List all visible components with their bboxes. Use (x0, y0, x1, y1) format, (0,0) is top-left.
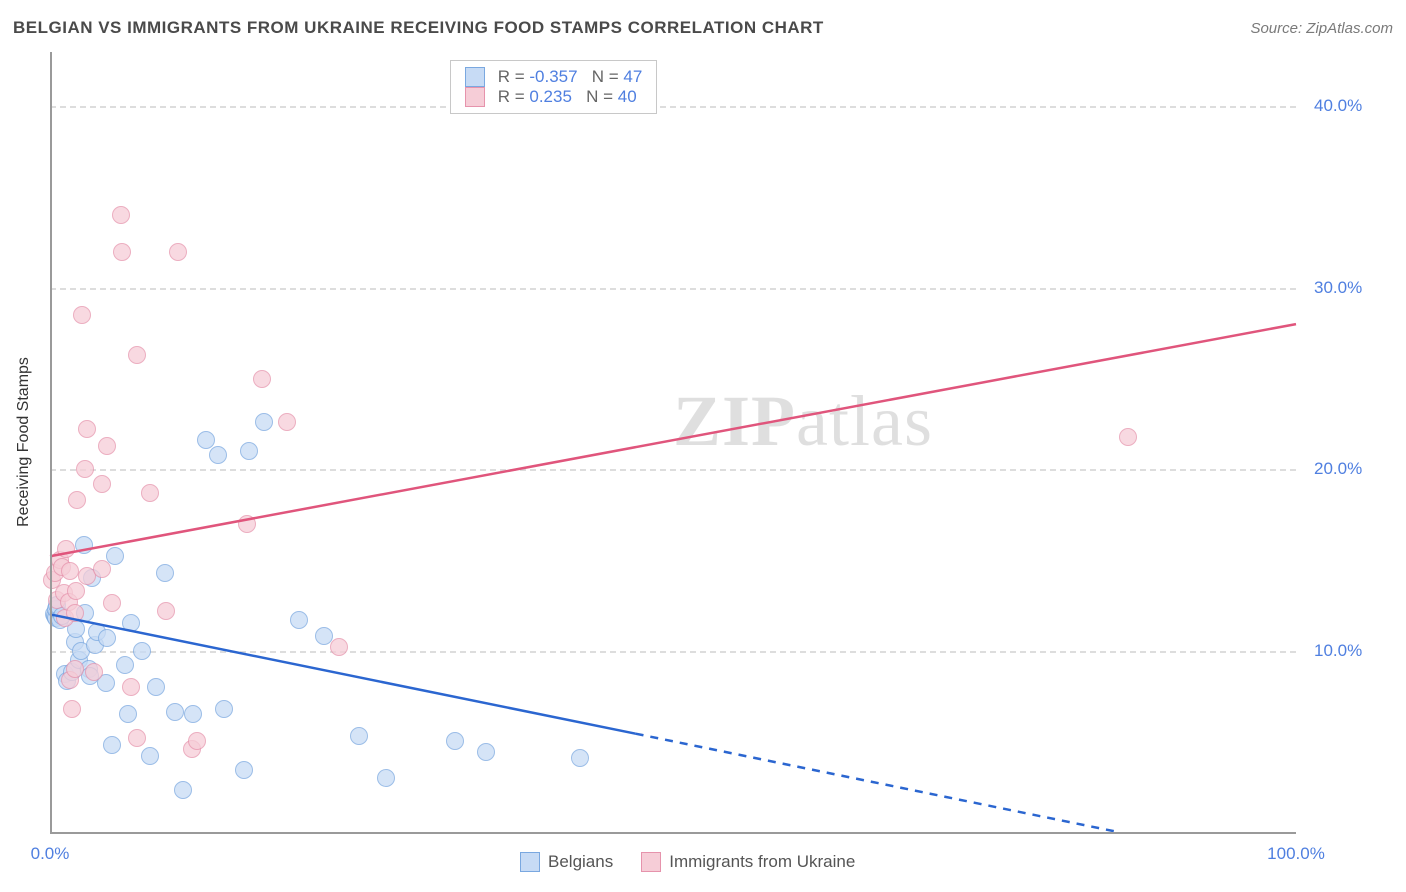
marker-belgians (98, 629, 116, 647)
marker-ukraine (76, 460, 94, 478)
legend-label: Immigrants from Ukraine (669, 852, 855, 872)
legend-row-ukraine: R = 0.235 N = 40 (465, 87, 642, 107)
marker-ukraine (112, 206, 130, 224)
ytick-label: 10.0% (1314, 641, 1362, 661)
chart-root: BELGIAN VS IMMIGRANTS FROM UKRAINE RECEI… (0, 0, 1406, 892)
xtick-label: 100.0% (1267, 844, 1325, 864)
legend-item-belgians: Belgians (520, 852, 613, 872)
marker-ukraine (68, 491, 86, 509)
plot-area (50, 52, 1296, 832)
marker-belgians (147, 678, 165, 696)
gridline (50, 469, 1296, 471)
marker-ukraine (78, 420, 96, 438)
marker-ukraine (66, 660, 84, 678)
marker-ukraine (188, 732, 206, 750)
marker-ukraine (93, 560, 111, 578)
marker-belgians (209, 446, 227, 464)
gridline (50, 106, 1296, 108)
marker-ukraine (169, 243, 187, 261)
legend-series: Belgians Immigrants from Ukraine (520, 852, 855, 872)
marker-belgians (235, 761, 253, 779)
marker-belgians (156, 564, 174, 582)
marker-belgians (477, 743, 495, 761)
marker-belgians (290, 611, 308, 629)
marker-ukraine (1119, 428, 1137, 446)
marker-belgians (240, 442, 258, 460)
ytick-label: 40.0% (1314, 96, 1362, 116)
legend-swatch-icon (465, 67, 485, 87)
legend-item-ukraine: Immigrants from Ukraine (641, 852, 855, 872)
marker-belgians (377, 769, 395, 787)
legend-swatch-icon (465, 87, 485, 107)
marker-belgians (103, 736, 121, 754)
x-axis (50, 832, 1296, 834)
marker-belgians (75, 536, 93, 554)
marker-ukraine (278, 413, 296, 431)
marker-ukraine (85, 663, 103, 681)
gridline (50, 651, 1296, 653)
marker-ukraine (122, 678, 140, 696)
marker-ukraine (141, 484, 159, 502)
legend-correlation: R = -0.357 N = 47 R = 0.235 N = 40 (450, 60, 657, 114)
marker-ukraine (128, 346, 146, 364)
legend-swatch-icon (520, 852, 540, 872)
marker-belgians (133, 642, 151, 660)
marker-belgians (446, 732, 464, 750)
marker-ukraine (113, 243, 131, 261)
source-label: Source: ZipAtlas.com (1250, 20, 1393, 37)
marker-belgians (174, 781, 192, 799)
marker-ukraine (73, 306, 91, 324)
marker-ukraine (103, 594, 121, 612)
marker-ukraine (63, 700, 81, 718)
y-axis-label: Receiving Food Stamps (15, 357, 33, 527)
marker-ukraine (98, 437, 116, 455)
marker-ukraine (330, 638, 348, 656)
marker-ukraine (66, 604, 84, 622)
y-axis (50, 52, 52, 832)
marker-belgians (255, 413, 273, 431)
marker-belgians (141, 747, 159, 765)
marker-belgians (119, 705, 137, 723)
legend-swatch-icon (641, 852, 661, 872)
legend-row-belgians: R = -0.357 N = 47 (465, 67, 642, 87)
marker-belgians (122, 614, 140, 632)
marker-ukraine (157, 602, 175, 620)
chart-title: BELGIAN VS IMMIGRANTS FROM UKRAINE RECEI… (13, 18, 824, 38)
gridline (50, 288, 1296, 290)
ytick-label: 20.0% (1314, 459, 1362, 479)
marker-belgians (215, 700, 233, 718)
marker-ukraine (93, 475, 111, 493)
ytick-label: 30.0% (1314, 278, 1362, 298)
marker-ukraine (253, 370, 271, 388)
xtick-label: 0.0% (31, 844, 70, 864)
marker-belgians (350, 727, 368, 745)
legend-label: Belgians (548, 852, 613, 872)
title-bar: BELGIAN VS IMMIGRANTS FROM UKRAINE RECEI… (13, 18, 1393, 38)
marker-belgians (184, 705, 202, 723)
marker-belgians (166, 703, 184, 721)
marker-ukraine (128, 729, 146, 747)
legend-stats-text: R = -0.357 N = 47 (493, 67, 642, 87)
marker-ukraine (238, 515, 256, 533)
marker-belgians (116, 656, 134, 674)
marker-ukraine (61, 562, 79, 580)
marker-ukraine (67, 582, 85, 600)
legend-stats-text: R = 0.235 N = 40 (493, 87, 637, 107)
marker-ukraine (57, 540, 75, 558)
marker-belgians (571, 749, 589, 767)
